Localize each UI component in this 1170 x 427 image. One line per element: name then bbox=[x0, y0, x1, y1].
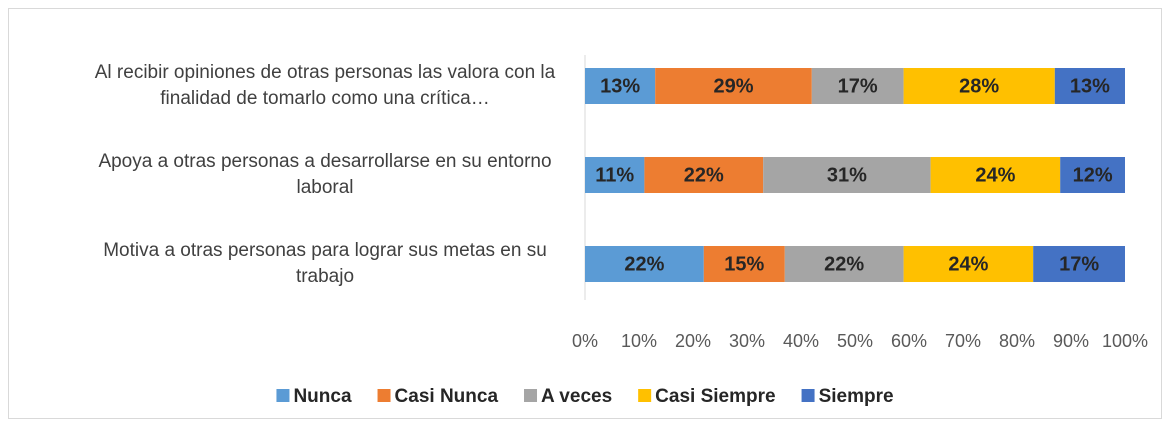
data-label: 12% bbox=[1073, 164, 1113, 186]
x-tick-label: 30% bbox=[729, 331, 765, 351]
legend-swatch bbox=[524, 389, 538, 402]
x-tick-label: 60% bbox=[891, 331, 927, 351]
bar-segment bbox=[585, 68, 656, 104]
bar-segment bbox=[703, 246, 785, 282]
bar-segment bbox=[585, 157, 645, 193]
category-label: Motiva a otras personas para lograr sus … bbox=[103, 240, 547, 287]
bar-segment bbox=[903, 246, 1034, 282]
x-tick-label: 80% bbox=[999, 331, 1035, 351]
data-label: 15% bbox=[724, 253, 764, 275]
legend-swatch bbox=[377, 389, 391, 402]
category-label: Al recibir opiniones de otras personas l… bbox=[94, 62, 556, 109]
data-label: 11% bbox=[595, 164, 634, 186]
bar-segment bbox=[1060, 157, 1125, 193]
bar-segment bbox=[763, 157, 931, 193]
legend-swatch bbox=[638, 389, 652, 402]
data-label: 17% bbox=[838, 75, 878, 97]
bar-segment bbox=[903, 68, 1055, 104]
legend-label: Casi Siempre bbox=[655, 386, 775, 407]
x-tick-label: 20% bbox=[675, 331, 711, 351]
legend-label: Casi Nunca bbox=[395, 386, 499, 407]
x-tick-label: 100% bbox=[1102, 331, 1148, 351]
bar-segment bbox=[784, 246, 904, 282]
data-label: 22% bbox=[684, 164, 724, 186]
legend-swatch bbox=[276, 389, 290, 402]
bar-segment bbox=[811, 68, 904, 104]
data-label: 13% bbox=[600, 75, 640, 97]
bar-segment bbox=[1054, 68, 1125, 104]
x-tick-label: 50% bbox=[837, 331, 873, 351]
x-tick-label: 0% bbox=[572, 331, 598, 351]
data-label: 29% bbox=[713, 75, 753, 97]
data-label: 22% bbox=[624, 253, 664, 275]
legend-label: A veces bbox=[541, 386, 612, 407]
data-label: 24% bbox=[975, 164, 1015, 186]
data-label: 31% bbox=[827, 164, 867, 186]
bar-segment bbox=[585, 246, 704, 282]
data-label: 13% bbox=[1070, 75, 1110, 97]
data-label: 28% bbox=[959, 75, 999, 97]
bar-segment bbox=[644, 157, 764, 193]
data-label: 22% bbox=[824, 253, 864, 275]
x-tick-label: 70% bbox=[945, 331, 981, 351]
x-tick-label: 40% bbox=[783, 331, 819, 351]
x-tick-label: 10% bbox=[621, 331, 657, 351]
legend-label: Nunca bbox=[293, 386, 352, 407]
data-label: 24% bbox=[948, 253, 988, 275]
bar-segment bbox=[655, 68, 812, 104]
x-tick-label: 90% bbox=[1053, 331, 1089, 351]
bar-segment bbox=[930, 157, 1061, 193]
category-label: Apoya a otras personas a desarrollarse e… bbox=[98, 151, 552, 198]
legend-label: Siempre bbox=[819, 386, 894, 407]
legend-swatch bbox=[801, 389, 815, 402]
bar-segment bbox=[1033, 246, 1125, 282]
data-label: 17% bbox=[1059, 253, 1099, 275]
